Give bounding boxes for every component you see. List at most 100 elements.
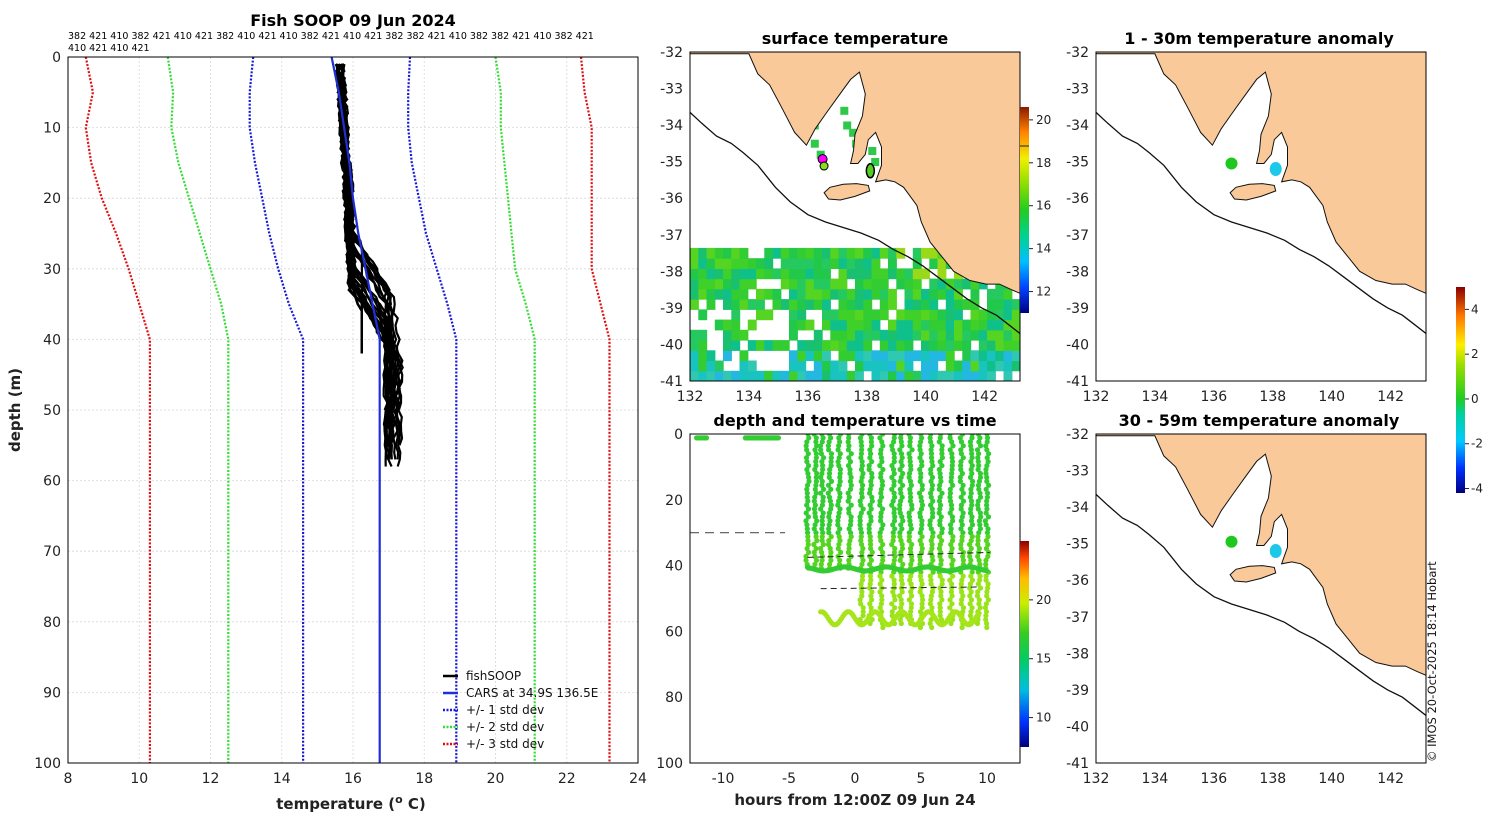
sst-colorbar-label: 20: [1036, 113, 1051, 127]
time-point: [969, 482, 975, 488]
time-point: [985, 585, 991, 591]
sst-cell: [863, 329, 873, 341]
time-point: [985, 514, 992, 520]
sst-cell: [838, 329, 848, 341]
time-point: [968, 573, 974, 579]
sst-cell: [855, 319, 864, 331]
time-point: [929, 553, 935, 560]
time-point: [947, 494, 953, 500]
sst-cell: [978, 360, 988, 372]
time-point: [919, 534, 925, 540]
time-point: [983, 573, 989, 579]
time-point: [976, 530, 982, 536]
time-point: [846, 526, 852, 532]
time-point: [984, 589, 990, 595]
time-point: [867, 553, 873, 560]
time-point: [811, 498, 818, 504]
sst-cell: [822, 299, 831, 310]
time-point: [974, 447, 981, 453]
time-point: [835, 530, 841, 536]
sst-cell: [871, 278, 881, 290]
time-point: [879, 478, 885, 484]
sst-cell: [921, 360, 930, 372]
anomaly-shallow-shelf-contour: [1096, 111, 1426, 335]
time-point: [819, 518, 825, 524]
sst-cell: [896, 329, 906, 341]
time-point: [906, 530, 912, 536]
sst-cell: [789, 319, 798, 331]
time-point: [985, 534, 991, 540]
sst-cell: [838, 258, 848, 269]
sst-cell: [772, 288, 782, 300]
sst-cell: [772, 370, 782, 381]
time-point: [928, 490, 934, 496]
sst-cell: [912, 268, 922, 280]
time-point: [826, 439, 832, 445]
time-point: [947, 447, 953, 453]
profile-x-tick-label: 14: [273, 771, 291, 787]
time-point: [897, 530, 903, 536]
time-point: [975, 538, 981, 544]
time-point: [869, 549, 875, 556]
sst-map-lon-label: 142: [971, 389, 998, 405]
time-point: [937, 435, 943, 441]
time-point: [819, 439, 825, 445]
anomaly-shallow-land: [1096, 52, 1426, 335]
time-point: [827, 466, 833, 473]
time-point: [817, 443, 824, 449]
time-point: [805, 530, 811, 536]
time-point: [948, 498, 954, 504]
sst-cell: [690, 288, 699, 300]
sst-cell: [822, 309, 831, 321]
time-point: [828, 506, 834, 512]
time-point: [960, 573, 966, 579]
time-point: [967, 541, 973, 548]
time-point: [967, 581, 974, 587]
time-point: [977, 510, 984, 516]
time-point: [939, 443, 945, 449]
time-point: [813, 451, 819, 457]
sst-cell: [789, 258, 798, 269]
time-point: [959, 470, 966, 477]
time-point: [804, 545, 810, 552]
sst-cell: [888, 340, 897, 351]
time-x-label: hours from 12:00Z 09 Jun 24: [734, 791, 975, 809]
sst-cell: [805, 278, 815, 290]
time-mld-line: [820, 586, 981, 590]
sst-cell: [846, 299, 856, 310]
sst-cell: [1011, 350, 1020, 362]
sst-cell: [888, 299, 897, 310]
sst-map-lat-label: -38: [660, 264, 683, 280]
time-point: [828, 435, 834, 441]
time-point: [845, 549, 852, 556]
sst-cell: [945, 340, 955, 351]
time-point: [814, 470, 820, 477]
time-point: [806, 474, 812, 480]
time-point: [805, 506, 812, 512]
time-series-points: [690, 434, 992, 631]
sst-cell: [888, 329, 897, 341]
time-point: [908, 526, 915, 532]
time-point: [919, 522, 925, 528]
time-point: [878, 474, 884, 480]
time-point: [868, 506, 874, 512]
sst-cell: [896, 360, 906, 372]
time-x-tick-label: 0: [851, 771, 860, 787]
time-point: [949, 506, 955, 512]
profile-y-ticks: 0 10 20 30 40 50 60 70 80 90 100: [34, 50, 61, 772]
time-point: [880, 522, 886, 528]
time-point: [898, 439, 904, 445]
time-point: [985, 459, 991, 465]
sst-cell: [995, 350, 1005, 362]
sst-cell: [846, 329, 856, 341]
fishsoop-profile-line: [337, 63, 394, 460]
sst-cell: [929, 247, 939, 259]
time-point: [947, 435, 953, 441]
time-point: [878, 569, 884, 575]
time-point: [949, 451, 955, 457]
profile-y-tick-label: 100: [34, 756, 61, 772]
anomaly-deep-lat-label: -36: [1066, 573, 1089, 589]
time-colorbar: [1020, 541, 1029, 747]
profile-y-tick-label: 10: [43, 121, 61, 137]
time-point: [820, 466, 826, 473]
